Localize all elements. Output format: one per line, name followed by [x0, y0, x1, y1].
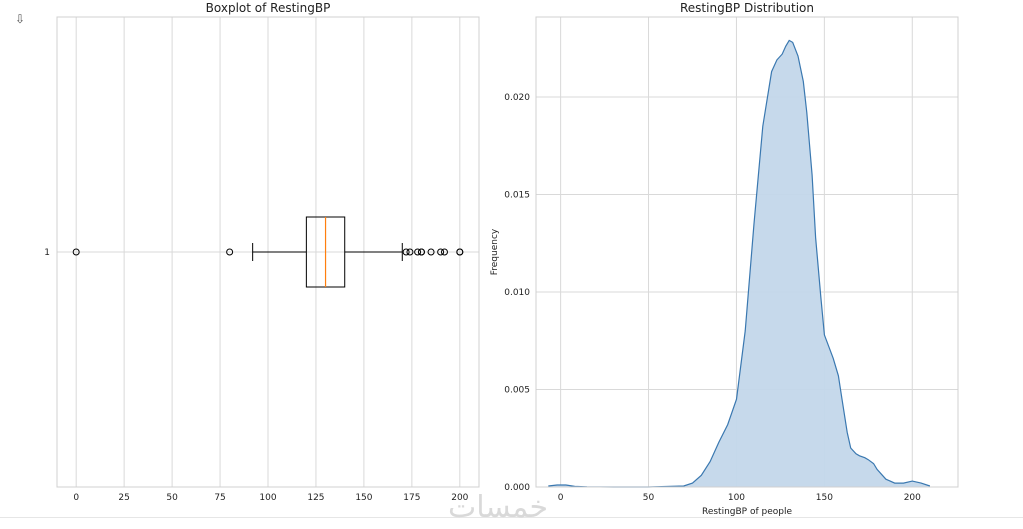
- boxplot-xtick-label: 150: [355, 493, 372, 503]
- kde-xtick-label: 50: [643, 493, 655, 503]
- kde-chart: RestingBP Distribution 0 50 100 150 200 0.000…: [490, 1, 959, 517]
- boxplot-chart: Boxplot of RestingBP 0 25 50 75 100 125 150 175…: [44, 1, 480, 503]
- kde-ytick-label: 0.005: [504, 385, 530, 395]
- outlier-point: [72, 248, 80, 256]
- watermark-logo: خمسات: [448, 490, 549, 525]
- kde-ytick-label: 0.010: [504, 288, 530, 298]
- boxplot-title: Boxplot of RestingBP: [206, 1, 331, 15]
- outlier-point: [437, 248, 445, 256]
- kde-ylabel: Frequency: [490, 228, 500, 275]
- boxplot-xtick-label: 25: [118, 493, 129, 503]
- outlier-point: [406, 248, 414, 256]
- boxplot-ytick-label: 1: [44, 248, 50, 258]
- boxplot-xtick-label: 0: [73, 493, 79, 503]
- boxplot-xtick-label: 175: [403, 493, 420, 503]
- outlier-point: [440, 248, 448, 256]
- kde-xtick-label: 0: [558, 493, 564, 503]
- outlier-point: [427, 248, 435, 256]
- kde-line: [548, 39, 931, 488]
- kde-title: RestingBP Distribution: [680, 1, 814, 15]
- outlier-point: [226, 248, 234, 256]
- kde-xtick-label: 200: [904, 493, 921, 503]
- kde-xlabel: RestingBP of people: [702, 507, 792, 517]
- outlier-point: [456, 248, 464, 256]
- kde-area-fill: [548, 40, 930, 488]
- kde-frame: [535, 16, 959, 488]
- boxplot-xtick-label: 100: [259, 493, 276, 503]
- kde-ytick-label: 0.020: [504, 93, 530, 103]
- kde-xtick-label: 100: [728, 493, 745, 503]
- outlier-point: [402, 248, 410, 256]
- boxplot-xtick-label: 50: [166, 493, 178, 503]
- kde-ytick-label: 0.015: [504, 190, 530, 200]
- output-toggle-icon[interactable]: ⇩: [15, 12, 26, 26]
- boxplot-xtick-label: 200: [451, 493, 468, 503]
- cell-divider: [0, 517, 1023, 518]
- boxplot-frame: [56, 16, 480, 488]
- boxplot-xtick-label: 125: [307, 493, 324, 503]
- kde-ytick-label: 0.000: [504, 483, 530, 493]
- outlier-point: [414, 248, 422, 256]
- outlier-point: [417, 248, 425, 256]
- boxplot-xtick-label: 75: [214, 493, 225, 503]
- kde-xtick-label: 150: [816, 493, 833, 503]
